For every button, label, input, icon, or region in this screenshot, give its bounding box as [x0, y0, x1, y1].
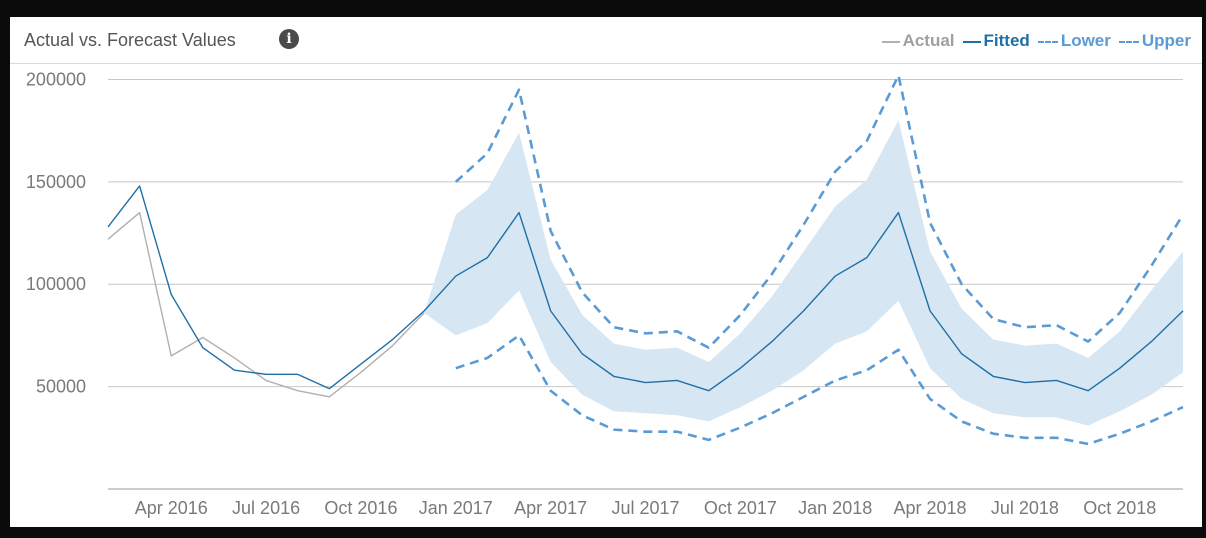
series-line-fitted — [107, 185, 1184, 392]
x-tick-label: Jul 2018 — [991, 498, 1059, 518]
legend-swatch-fitted — [962, 40, 981, 43]
legend-label-actual: Actual — [902, 31, 955, 50]
legend-label-lower: Lower — [1060, 31, 1111, 50]
y-tick-label: 100000 — [26, 274, 86, 294]
legend-label-upper: Upper — [1141, 31, 1191, 50]
y-tick-label: 50000 — [36, 377, 86, 397]
series-line-actual — [107, 211, 425, 398]
x-tick-label: Oct 2018 — [1083, 498, 1156, 518]
legend-item-upper[interactable]: Upper — [1118, 31, 1191, 50]
x-tick-label: Oct 2016 — [324, 498, 397, 518]
chart-title: Actual vs. Forecast Values — [24, 30, 236, 50]
legend-item-lower[interactable]: Lower — [1037, 31, 1111, 50]
series-line-lower — [455, 334, 1184, 446]
x-tick-label: Jan 2018 — [798, 498, 872, 518]
x-tick-label: Apr 2018 — [894, 498, 967, 518]
legend-swatch-upper — [1118, 40, 1139, 43]
x-tick-label: Apr 2016 — [135, 498, 208, 518]
y-tick-label: 200000 — [26, 69, 86, 89]
info-icon[interactable]: i — [279, 29, 299, 49]
x-tick-label: Jul 2016 — [232, 498, 300, 518]
x-tick-label: Oct 2017 — [704, 498, 777, 518]
legend-label-fitted: Fitted — [983, 31, 1030, 50]
confidence-band — [424, 120, 1183, 426]
x-tick-label: Jul 2017 — [611, 498, 679, 518]
x-tick-label: Jan 2017 — [419, 498, 493, 518]
legend-item-fitted[interactable]: Fitted — [962, 31, 1030, 50]
chart-header: Actual vs. Forecast Values i Actual Fitte… — [10, 17, 1202, 64]
x-tick-label: Apr 2017 — [514, 498, 587, 518]
chart-panel: Actual vs. Forecast Values i Actual Fitte… — [10, 17, 1202, 527]
chart-legend: Actual Fitted Lower Upper — [874, 31, 1191, 51]
chart-plot: 50000 100000 150000 200000 Apr 2016 Jul 2016 O… — [26, 69, 1185, 518]
series-line-upper — [454, 74, 1185, 350]
y-tick-label: 150000 — [26, 172, 86, 192]
legend-swatch-lower — [1037, 40, 1058, 43]
legend-item-actual[interactable]: Actual — [881, 31, 955, 50]
legend-swatch-actual — [881, 40, 900, 43]
